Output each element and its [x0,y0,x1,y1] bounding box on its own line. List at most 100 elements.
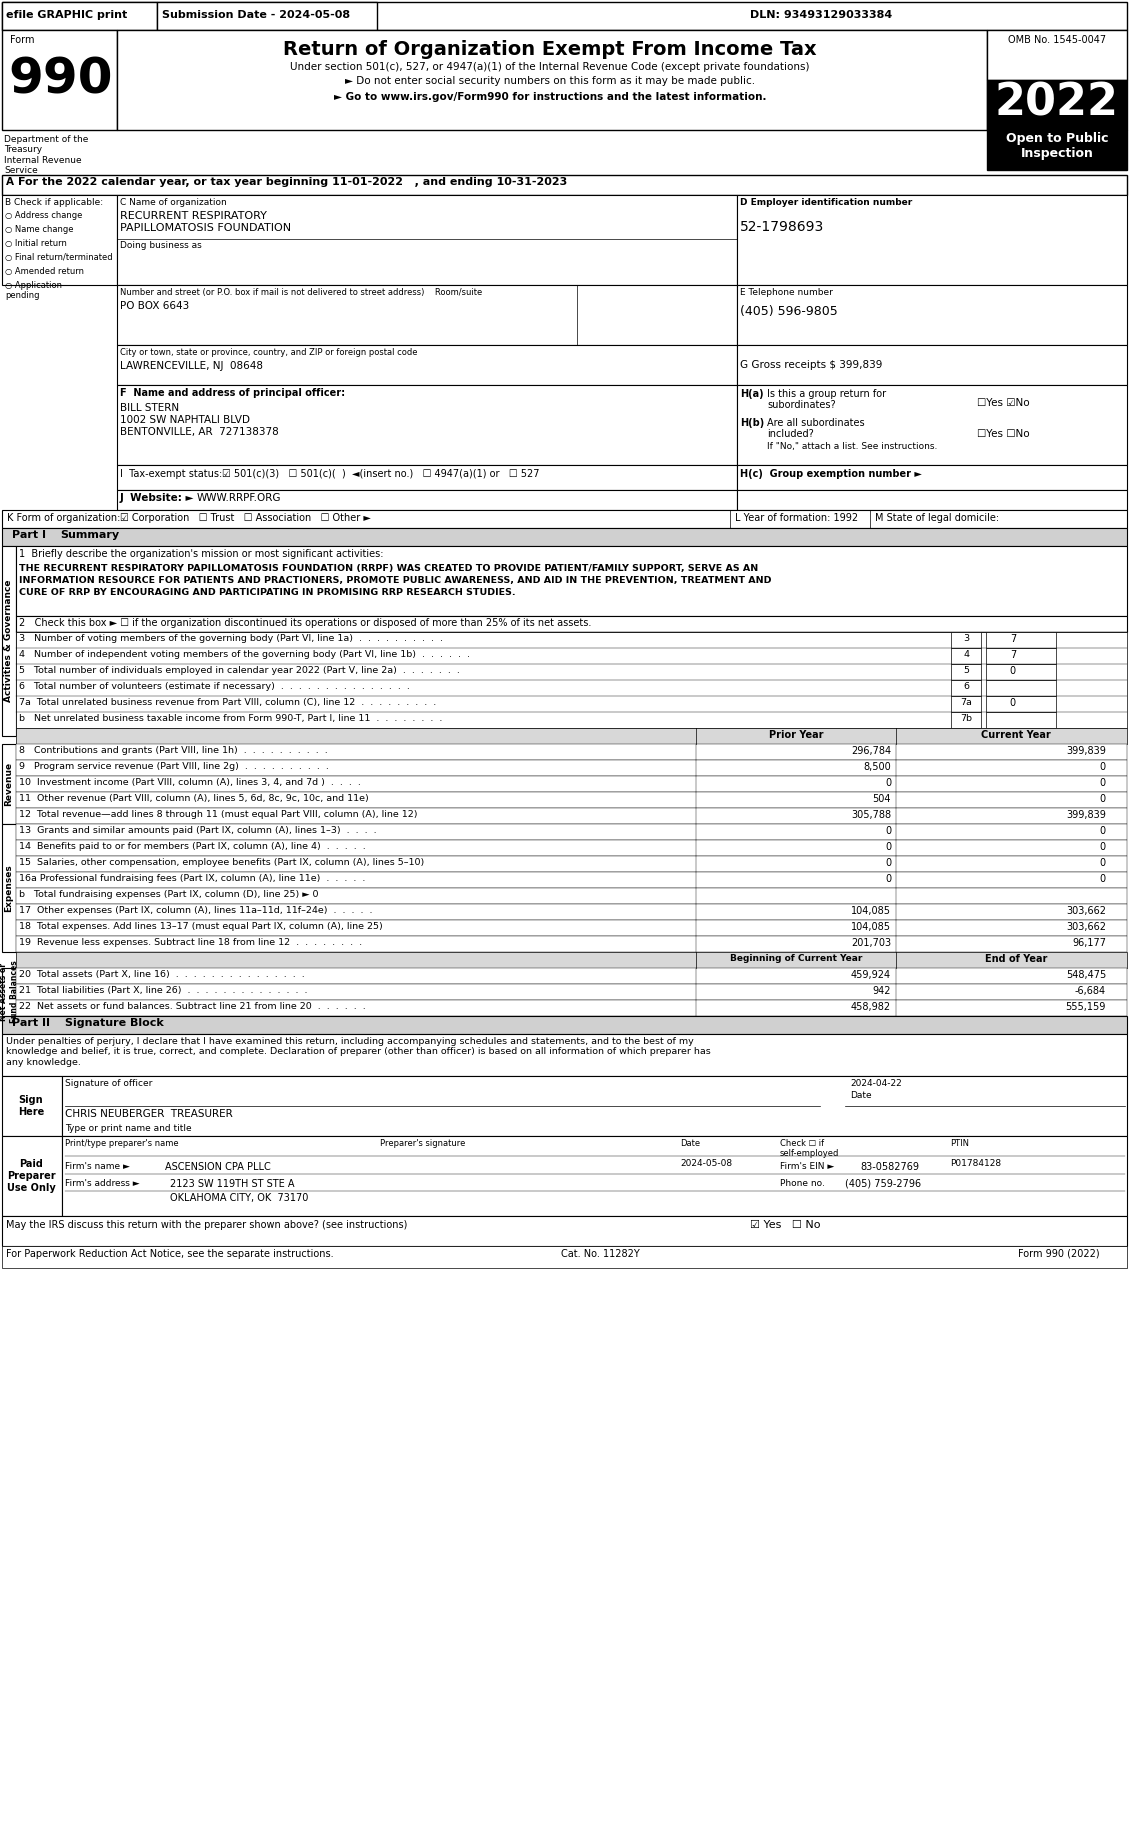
Text: 6   Total number of volunteers (estimate if necessary)  .  .  .  .  .  .  .  .  : 6 Total number of volunteers (estimate i… [19,682,410,691]
Bar [737,346,1127,384]
Text: -6,684: -6,684 [1075,987,1106,996]
Text: Sign
Here: Sign Here [18,1096,44,1116]
Text: ☑ 501(c)(3)   ☐ 501(c)(  )  ◄(insert no.)   ☐ 4947(a)(1) or   ☐ 527: ☑ 501(c)(3) ☐ 501(c)( ) ◄(insert no.) ☐ … [222,469,540,479]
Text: ○ Initial return: ○ Initial return [5,238,67,248]
Bar [16,776,1127,793]
Text: 15  Salaries, other compensation, employee benefits (Part IX, column (A), lines : 15 Salaries, other compensation, employe… [19,857,425,867]
Text: WWW.RRPF.ORG: WWW.RRPF.ORG [196,493,281,503]
Text: Expenses: Expenses [5,865,14,911]
Bar [951,663,981,680]
Bar [2,1216,1127,1246]
Text: 16a Professional fundraising fees (Part IX, column (A), line 11e)  .  .  .  .  .: 16a Professional fundraising fees (Part … [19,874,366,883]
Bar [986,649,1056,663]
Bar [986,663,1056,680]
Text: 8,500: 8,500 [864,761,891,772]
Text: Firm's EIN ►: Firm's EIN ► [780,1162,834,1172]
Text: May the IRS discuss this return with the preparer shown above? (see instructions: May the IRS discuss this return with the… [6,1220,408,1231]
Bar [2,510,1127,529]
Text: 458,982: 458,982 [851,1002,891,1013]
Text: 0: 0 [1100,843,1106,852]
Bar [117,466,737,490]
Bar [16,632,1127,728]
Text: b   Total fundraising expenses (Part IX, column (D), line 25) ► 0: b Total fundraising expenses (Part IX, c… [19,891,318,898]
Bar [62,1137,1127,1216]
Bar [117,196,737,285]
Text: 1002 SW NAPHTALI BLVD: 1002 SW NAPHTALI BLVD [120,416,250,425]
Text: 8   Contributions and grants (Part VIII, line 1h)  .  .  .  .  .  .  .  .  .  .: 8 Contributions and grants (Part VIII, l… [19,747,327,756]
Text: C Name of organization: C Name of organization [120,198,227,207]
Text: B Check if applicable:: B Check if applicable: [5,198,103,207]
Text: 83-0582769: 83-0582769 [860,1162,919,1172]
Text: ☑ Corporation   ☐ Trust   ☐ Association   ☐ Other ►: ☑ Corporation ☐ Trust ☐ Association ☐ Ot… [120,514,370,523]
Bar [16,808,1127,824]
Bar [987,129,1127,170]
Text: M State of legal domicile:: M State of legal domicile: [875,514,999,523]
Text: Revenue: Revenue [5,761,14,806]
Text: 305,788: 305,788 [851,809,891,821]
Bar [986,697,1056,711]
Text: 7: 7 [1009,650,1016,660]
Text: 21  Total liabilities (Part X, line 26)  .  .  .  .  .  .  .  .  .  .  .  .  .  : 21 Total liabilities (Part X, line 26) .… [19,987,307,994]
Bar [16,793,1127,808]
Text: 11  Other revenue (Part VIII, column (A), lines 5, 6d, 8c, 9c, 10c, and 11e): 11 Other revenue (Part VIII, column (A),… [19,795,369,804]
Text: ► Go to www.irs.gov/Form990 for instructions and the latest information.: ► Go to www.irs.gov/Form990 for instruct… [334,92,767,102]
Text: 0: 0 [1100,761,1106,772]
Bar [951,632,981,649]
Text: 10  Investment income (Part VIII, column (A), lines 3, 4, and 7d )  .  .  .  .: 10 Investment income (Part VIII, column … [19,778,361,787]
Bar [737,384,1127,466]
Text: 4: 4 [963,650,969,660]
Text: included?: included? [767,429,814,440]
Text: F  Name and address of principal officer:: F Name and address of principal officer: [120,388,345,397]
Bar [16,872,1127,889]
Text: DLN: 93493129033384: DLN: 93493129033384 [750,9,892,20]
Text: 2   Check this box ► ☐ if the organization discontinued its operations or dispos: 2 Check this box ► ☐ if the organization… [19,617,592,628]
Text: ► Do not enter social security numbers on this form as it may be made public.: ► Do not enter social security numbers o… [345,76,755,87]
Text: Is this a group return for: Is this a group return for [767,388,886,399]
Text: 399,839: 399,839 [1066,747,1106,756]
Bar [2,30,117,129]
Text: Beginning of Current Year: Beginning of Current Year [729,954,863,963]
Bar [951,697,981,711]
Bar [16,824,1127,841]
Bar [737,196,1127,285]
Text: 3   Number of voting members of the governing body (Part VI, line 1a)  .  .  .  : 3 Number of voting members of the govern… [19,634,443,643]
Text: Under penalties of perjury, I declare that I have examined this return, includin: Under penalties of perjury, I declare th… [6,1037,711,1066]
Text: If "No," attach a list. See instructions.: If "No," attach a list. See instructions… [767,442,937,451]
Bar [951,649,981,663]
Text: INFORMATION RESOURCE FOR PATIENTS AND PRACTIONERS, PROMOTE PUBLIC AWARENESS, AND: INFORMATION RESOURCE FOR PATIENTS AND PR… [19,577,771,586]
Bar [951,711,981,728]
Text: 0: 0 [1100,778,1106,787]
Text: L Year of formation: 1992: L Year of formation: 1992 [735,514,858,523]
Text: A: A [6,177,14,187]
Bar [16,545,1127,615]
Text: Current Year: Current Year [981,730,1051,739]
Bar [2,2,1127,30]
Text: 0: 0 [1009,665,1016,676]
Text: ASCENSION CPA PLLC: ASCENSION CPA PLLC [165,1162,271,1172]
Bar [2,1076,62,1137]
Text: 4   Number of independent voting members of the governing body (Part VI, line 1b: 4 Number of independent voting members o… [19,650,470,660]
Text: 0: 0 [1100,857,1106,869]
Text: Signature Block: Signature Block [65,1018,164,1027]
Text: Signature of officer: Signature of officer [65,1079,152,1088]
Text: BENTONVILLE, AR  727138378: BENTONVILLE, AR 727138378 [120,427,279,436]
Bar [2,176,1127,196]
Text: 990: 990 [8,55,113,103]
Text: Date: Date [850,1090,872,1100]
Text: b   Net unrelated business taxable income from Form 990-T, Part I, line 11  .  .: b Net unrelated business taxable income … [19,713,443,723]
Text: 7: 7 [1009,634,1016,643]
Text: H(c)  Group exemption number ►: H(c) Group exemption number ► [739,469,922,479]
Text: 303,662: 303,662 [1066,922,1106,931]
Text: 18  Total expenses. Add lines 13–17 (must equal Part IX, column (A), line 25): 18 Total expenses. Add lines 13–17 (must… [19,922,383,931]
Text: 303,662: 303,662 [1066,906,1106,917]
Bar [117,490,737,510]
Text: H(b): H(b) [739,418,764,429]
Text: (405) 596-9805: (405) 596-9805 [739,305,838,318]
Bar [117,285,737,346]
Text: 96,177: 96,177 [1073,939,1106,948]
Text: OKLAHOMA CITY, OK  73170: OKLAHOMA CITY, OK 73170 [170,1194,308,1203]
Text: Firm's address ►: Firm's address ► [65,1179,140,1188]
Bar [987,30,1127,79]
Text: ○ Final return/terminated: ○ Final return/terminated [5,253,113,262]
Text: Form: Form [10,35,35,44]
